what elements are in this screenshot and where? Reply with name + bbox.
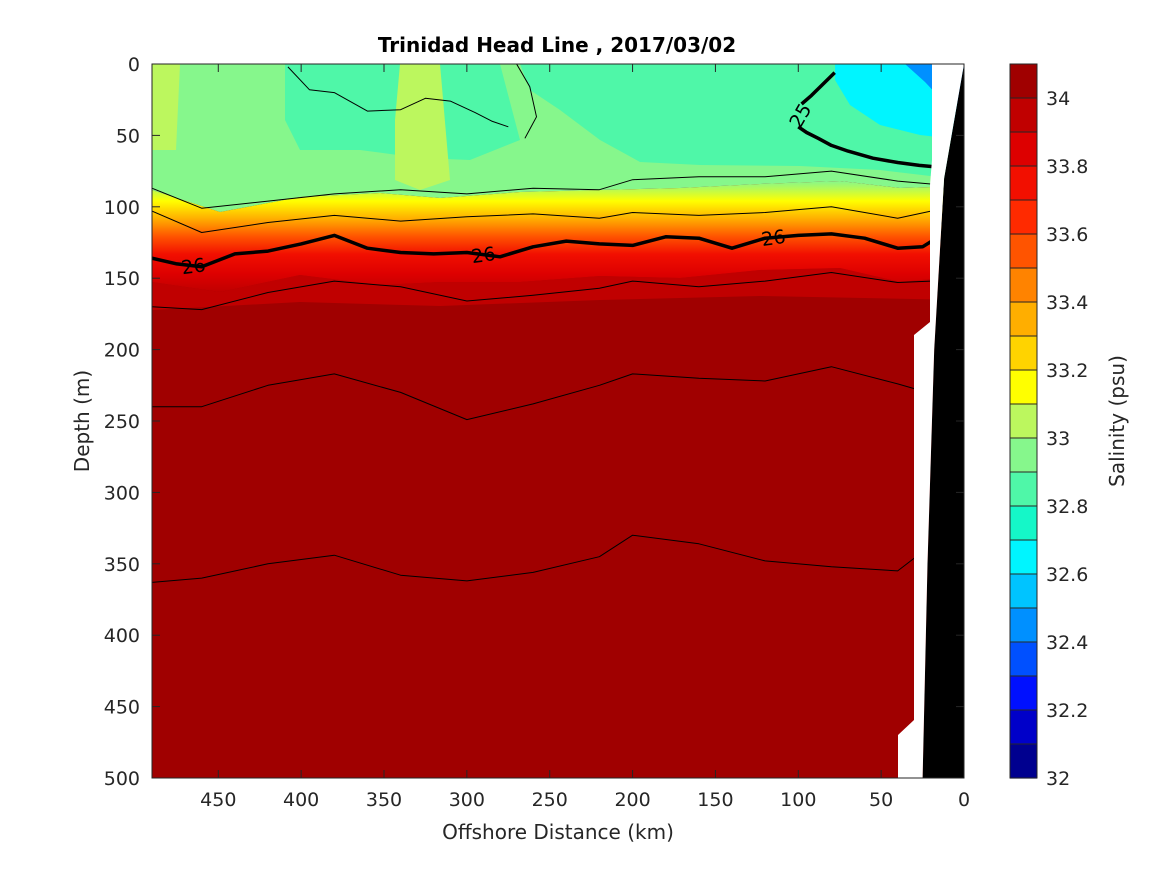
colorbar-swatch-16	[1010, 200, 1037, 235]
contour-line-9	[516, 64, 537, 139]
colorbar-swatch-13	[1010, 302, 1037, 337]
contour-line-3	[152, 170, 931, 209]
y-tick-label-4: 200	[104, 340, 140, 362]
x-tick-label-6: 150	[697, 789, 733, 811]
x-tick-label-2: 350	[366, 789, 402, 811]
contour-label-2-0: 26	[180, 254, 207, 279]
colorbar-swatch-10	[1010, 404, 1037, 439]
y-axis: 0 50 100 150 200 250 300 350 400 450 500	[104, 54, 964, 790]
x-tick-label-7: 100	[780, 789, 816, 811]
colorbar-tick-label-5: 33	[1046, 428, 1070, 450]
colorbar-swatch-4	[1010, 608, 1037, 643]
x-tick-label-1: 400	[283, 789, 319, 811]
chart-title: Trinidad Head Line , 2017/03/02	[378, 33, 736, 57]
colorbar-tick-label-1: 32.2	[1046, 700, 1088, 722]
colorbar-tick-label-2: 32.4	[1046, 632, 1088, 654]
contour-line-4	[152, 206, 932, 233]
x-axis: 450 400 350 300 250 200 150 100 50 0	[200, 64, 970, 811]
colorbar-tick-label-8: 33.6	[1046, 224, 1088, 246]
colorbar-swatch-12	[1010, 336, 1037, 371]
contour-line-5	[152, 272, 931, 311]
seafloor-mask	[898, 64, 964, 778]
x-tick-label-8: 50	[869, 789, 893, 811]
colorbar-swatch-3	[1010, 642, 1037, 677]
colorbar-swatch-18	[1010, 132, 1037, 167]
colorbar-tick-label-9: 33.8	[1046, 156, 1088, 178]
colorbar-tick-label-10: 34	[1046, 88, 1070, 110]
salinity-layer-upper	[152, 268, 964, 310]
y-tick-label-0: 0	[128, 54, 140, 76]
colorbar-swatch-15	[1010, 234, 1037, 269]
colorbar-tick-label-6: 33.2	[1046, 360, 1088, 382]
colorbar-swatch-8	[1010, 472, 1037, 507]
y-tick-label-2: 100	[104, 197, 140, 219]
colorbar-tick-label-4: 32.8	[1046, 496, 1088, 518]
colorbar-swatch-9	[1010, 438, 1037, 473]
contour-label-2-2: 26	[760, 226, 787, 251]
y-tick-label-5: 250	[104, 411, 140, 433]
colorbar-swatch-5	[1010, 574, 1037, 609]
contour-line-1	[800, 71, 836, 106]
y-axis-label: Depth (m)	[70, 370, 94, 472]
colorbar: 32 32.2 32.4 32.6 32.8 33 33.2 33.4 33.6 33.8 34	[1009, 63, 1088, 790]
salinity-patch-greenish-west	[152, 64, 180, 150]
colorbar-swatch-2	[1010, 676, 1037, 711]
contour-label-2-1: 26	[470, 243, 497, 268]
salinity-layer-bottom	[612, 600, 964, 778]
y-tick-label-10: 500	[104, 768, 140, 790]
x-axis-label: Offshore Distance (km)	[442, 820, 674, 844]
colorbar-swatch-7	[1010, 506, 1037, 541]
seafloor-black	[922, 64, 964, 778]
colorbar-tick-label-7: 33.4	[1046, 292, 1088, 314]
colorbar-swatch-14	[1010, 268, 1037, 303]
colorbar-tick-label-3: 32.6	[1046, 564, 1088, 586]
x-tick-label-0: 450	[200, 789, 236, 811]
colorbar-swatch-1	[1010, 710, 1037, 745]
x-tick-label-4: 250	[532, 789, 568, 811]
salinity-patch-greenish	[395, 64, 450, 190]
contour-line-2	[152, 232, 936, 269]
contour-line-0	[797, 125, 935, 169]
salinity-layer-halocline	[152, 181, 964, 292]
colorbar-tick-label-0: 32	[1046, 768, 1070, 790]
colorbar-swatch-17	[1010, 166, 1037, 201]
colorbar-swatch-11	[1010, 370, 1037, 405]
salinity-fill-layers	[152, 64, 964, 778]
colorbar-swatch-0	[1010, 744, 1037, 779]
colorbar-swatch-6	[1010, 540, 1037, 575]
no-data-region	[898, 64, 964, 778]
x-tick-label-5: 200	[614, 789, 650, 811]
y-tick-label-7: 350	[104, 554, 140, 576]
contour-line-6	[152, 366, 918, 421]
y-tick-label-3: 150	[104, 268, 140, 290]
x-tick-label-9: 0	[958, 789, 970, 811]
contour-line-8	[287, 66, 509, 128]
y-tick-label-6: 300	[104, 482, 140, 504]
colorbar-swatch-19	[1010, 98, 1037, 133]
y-tick-label-9: 450	[104, 697, 140, 719]
contour-line-7	[152, 534, 915, 583]
colorbar-label: Salinity (psu)	[1105, 355, 1129, 487]
y-tick-label-8: 400	[104, 625, 140, 647]
y-tick-label-1: 50	[116, 125, 140, 147]
colorbar-swatch-20	[1010, 64, 1037, 99]
salinity-layer-deep	[152, 380, 964, 778]
colorbar-frame	[1009, 63, 1038, 779]
x-tick-label-3: 300	[449, 789, 485, 811]
